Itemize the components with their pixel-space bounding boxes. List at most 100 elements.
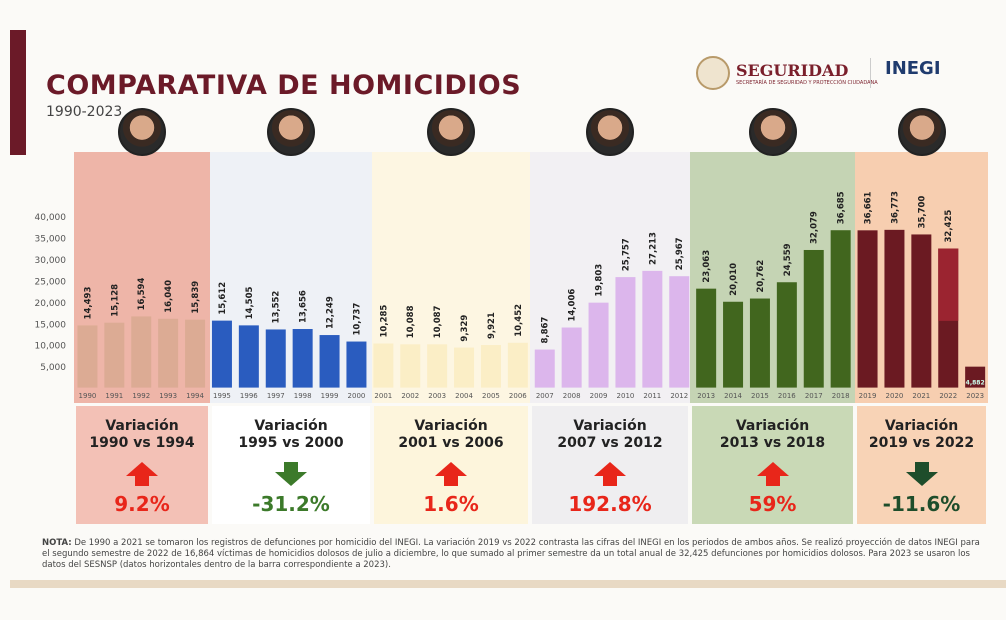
x-tick-label: 1997 <box>267 392 285 400</box>
x-tick-label: 1996 <box>240 392 258 400</box>
arrow-down-icon <box>284 462 298 472</box>
arrow-down-icon <box>914 462 929 472</box>
bar-2007 <box>534 349 555 388</box>
variation-title: Variación <box>414 418 488 434</box>
data-label: 8,867 <box>541 317 551 344</box>
variation-value: 1.6% <box>423 492 479 516</box>
variation-box: Variación 2001 vs 2006 1.6% <box>374 406 528 524</box>
bar-2010 <box>615 277 636 388</box>
bar-2013 <box>696 288 717 388</box>
bottom-stripe <box>10 580 1006 588</box>
bar-1993 <box>158 318 179 388</box>
variation-value: -31.2% <box>252 492 330 516</box>
seal-icon <box>696 56 730 90</box>
data-label: 24,559 <box>783 243 793 276</box>
x-tick-label: 2001 <box>374 392 392 400</box>
x-tick-label: 2020 <box>886 392 904 400</box>
data-label: 19,803 <box>595 264 605 297</box>
x-tick-label: 2005 <box>482 392 500 400</box>
seguridad-logo-text: SEGURIDAD <box>736 60 849 80</box>
bar-1996 <box>238 325 259 388</box>
bar-1990 <box>77 325 98 388</box>
variation-title: Variación <box>105 418 179 434</box>
president-portrait <box>267 108 315 156</box>
page-subtitle: 1990-2023 <box>46 104 123 120</box>
variation-title: Variación <box>735 418 810 434</box>
y-tick-label: 40,000 <box>35 213 67 223</box>
president-portrait <box>118 108 166 156</box>
variation-range: 1990 vs 1994 <box>89 435 195 451</box>
variation-range: 2001 vs 2006 <box>398 435 504 451</box>
data-label: 10,285 <box>379 305 389 338</box>
data-label: 16,594 <box>137 278 147 311</box>
x-tick-label: 2014 <box>724 392 742 400</box>
x-tick-label: 1994 <box>186 392 204 400</box>
x-tick-label: 2007 <box>536 392 554 400</box>
x-tick-label: 2023 <box>966 392 984 400</box>
data-label: 10,737 <box>352 303 362 336</box>
data-label: 10,452 <box>514 304 524 337</box>
x-tick-label: 2009 <box>590 392 608 400</box>
bar-2012 <box>669 276 690 388</box>
x-tick-label: 1995 <box>213 392 231 400</box>
arrow-up-icon <box>126 462 158 486</box>
x-tick-label: 2018 <box>832 392 850 400</box>
data-label: 14,505 <box>245 286 255 319</box>
arrow-down-head <box>905 472 938 486</box>
x-tick-label: 1991 <box>105 392 123 400</box>
data-label: 9,329 <box>460 315 470 342</box>
president-portrait <box>586 108 634 156</box>
x-tick-label: 2008 <box>563 392 581 400</box>
x-tick-label: 2012 <box>670 392 688 400</box>
bar-1991 <box>104 322 125 388</box>
y-tick-label: 20,000 <box>35 299 67 309</box>
seguridad-logo-subtext: SECRETARÍA DE SEGURIDAD Y PROTECCIÓN CIU… <box>736 79 878 86</box>
logo-divider <box>870 58 871 88</box>
data-label: 23,063 <box>702 250 712 283</box>
data-label: 20,010 <box>729 263 739 296</box>
x-tick-label: 2003 <box>428 392 446 400</box>
data-label: 13,552 <box>272 291 282 324</box>
bar-1999 <box>319 335 340 388</box>
bar-2008 <box>561 327 582 388</box>
bar-2002 <box>400 344 421 388</box>
variation-title: Variación <box>254 418 328 434</box>
data-label: 36,661 <box>864 191 874 224</box>
bar-2023 <box>965 366 986 388</box>
variation-title: Variación <box>573 418 647 434</box>
bar-2018 <box>830 230 851 388</box>
x-tick-label: 2000 <box>348 392 366 400</box>
president-portrait <box>427 108 475 156</box>
data-label: 36,685 <box>837 191 847 224</box>
bar-2019 <box>857 230 878 388</box>
x-tick-label: 2006 <box>509 392 527 400</box>
variation-box: Variación 2007 vs 2012 192.8% <box>532 406 688 524</box>
president-portrait <box>897 108 946 156</box>
variation-box: Variación 1995 vs 2000 -31.2% <box>212 406 370 524</box>
variation-range: 2019 vs 2022 <box>868 435 975 451</box>
data-label: 10,087 <box>433 305 443 338</box>
variation-range: 2013 vs 2018 <box>719 435 826 451</box>
x-tick-label: 2016 <box>778 392 796 400</box>
data-label: 14,493 <box>83 287 93 320</box>
x-tick-label: 2004 <box>455 392 473 400</box>
arrow-up-icon <box>594 462 626 486</box>
x-tick-label: 2015 <box>751 392 769 400</box>
y-tick-label: 30,000 <box>35 256 67 266</box>
x-tick-label: 2017 <box>805 392 823 400</box>
data-label: 13,656 <box>299 290 309 323</box>
data-label: 27,213 <box>648 232 658 265</box>
variation-range: 2007 vs 2012 <box>557 435 663 451</box>
variation-box: Variación 2013 vs 2018 59% <box>692 406 853 524</box>
bar-2017 <box>803 249 824 388</box>
arrow-down-head <box>275 472 307 486</box>
note-label: NOTA: <box>42 538 72 548</box>
data-label: 14,006 <box>568 289 578 322</box>
page-title: COMPARATIVA DE HOMICIDIOS <box>46 70 522 101</box>
bar-2003 <box>427 344 448 388</box>
bar-2004 <box>454 347 475 388</box>
bar-2021 <box>911 234 932 388</box>
x-tick-label: 2010 <box>617 392 635 400</box>
arrow-up-icon <box>756 462 789 486</box>
